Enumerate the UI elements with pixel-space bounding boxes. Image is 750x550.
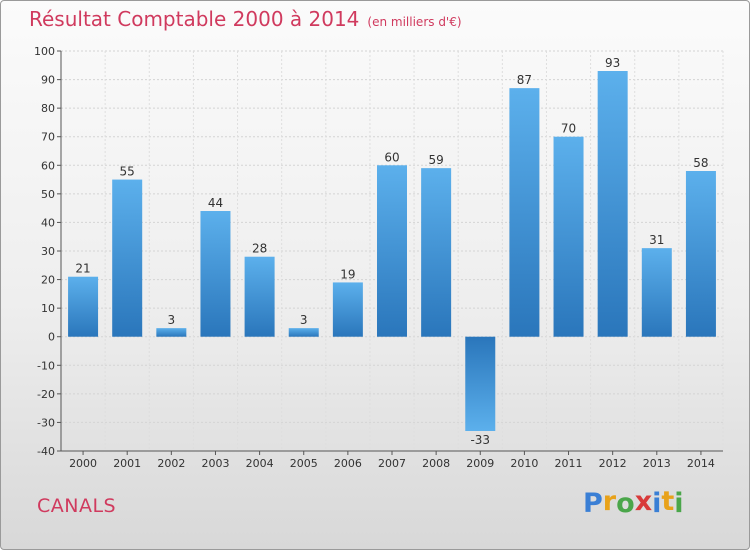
data-labels: 21 55 3 44 28 3 19 60 59 -33 87 70 93 31 58 — [75, 56, 708, 447]
bar — [288, 328, 319, 337]
x-tick-label: 2002 — [157, 457, 185, 470]
y-tick-label: 30 — [41, 245, 55, 258]
x-tick-label: 2011 — [555, 457, 583, 470]
data-label: 3 — [300, 313, 308, 327]
data-label: 3 — [168, 313, 176, 327]
x-tick-label: 2003 — [201, 457, 229, 470]
proxiti-logo: Proxiti — [583, 486, 684, 519]
bar — [685, 171, 716, 337]
y-tick-label: 40 — [41, 216, 55, 229]
y-tick-label: 10 — [41, 302, 55, 315]
bar — [332, 282, 363, 337]
data-label: -33 — [470, 433, 490, 447]
y-tick-label: -30 — [37, 416, 55, 429]
bar — [377, 165, 407, 337]
bar — [641, 248, 672, 337]
data-label: 55 — [120, 165, 135, 179]
data-label: 31 — [649, 233, 664, 247]
chart-title: Résultat Comptable 2000 à 2014 (en millie… — [29, 7, 462, 31]
bar — [68, 276, 99, 337]
logo-letter: x — [634, 486, 653, 517]
logo-letter: P — [583, 488, 603, 519]
data-label: 70 — [561, 122, 576, 136]
y-tick-label: 50 — [41, 188, 55, 201]
x-tick-label: 2007 — [378, 457, 406, 470]
x-tick-label: 2010 — [510, 457, 538, 470]
logo-letter: i — [652, 488, 662, 519]
x-tick-label: 2012 — [599, 457, 627, 470]
x-tick-label: 2013 — [643, 457, 671, 470]
data-label: 58 — [693, 156, 708, 170]
axes: -40 -30 -20 -10 0 10 20 30 40 50 60 70 80 90 100 2000 20… — [34, 45, 723, 470]
x-tick-label: 2009 — [466, 457, 494, 470]
x-tick-label: 2014 — [687, 457, 715, 470]
y-tick-label: 0 — [48, 331, 55, 344]
bar — [156, 328, 187, 337]
bar — [112, 179, 143, 337]
data-label: 59 — [428, 153, 443, 167]
data-label: 21 — [75, 262, 90, 276]
y-tick-label: -10 — [37, 359, 55, 372]
logo-letter: o — [616, 488, 635, 519]
y-tick-label: 100 — [34, 45, 55, 58]
data-label: 19 — [340, 267, 355, 281]
logo-letter: r — [602, 486, 617, 517]
y-tick-label: -20 — [37, 388, 55, 401]
town-name: CANALS — [37, 495, 117, 517]
data-label: 93 — [605, 56, 620, 70]
y-tick-label: 60 — [41, 159, 55, 172]
x-tick-label: 2001 — [113, 457, 141, 470]
bar — [421, 168, 452, 337]
bar — [465, 336, 496, 431]
x-tick-label: 2000 — [69, 457, 97, 470]
bar — [597, 71, 628, 337]
bar — [553, 136, 584, 337]
y-tick-label: -40 — [37, 445, 55, 458]
x-tick-label: 2008 — [422, 457, 450, 470]
x-tick-label: 2004 — [246, 457, 274, 470]
bar — [244, 256, 275, 337]
chart-title-text: Résultat Comptable 2000 à 2014 — [29, 7, 360, 31]
data-label: 44 — [208, 196, 223, 210]
x-tick-label: 2006 — [334, 457, 362, 470]
data-label: 87 — [517, 73, 532, 87]
y-tick-label: 80 — [41, 102, 55, 115]
data-label: 28 — [252, 242, 267, 256]
logo-letter: i — [674, 488, 684, 519]
data-label: 60 — [384, 150, 399, 164]
y-tick-label: 70 — [41, 131, 55, 144]
y-tick-label: 90 — [41, 74, 55, 87]
bars — [68, 71, 716, 431]
x-tick-label: 2005 — [290, 457, 318, 470]
chart-subtitle: (en milliers d'€) — [367, 15, 462, 29]
bar — [509, 88, 540, 337]
bar — [200, 211, 231, 337]
logo-letter: t — [661, 486, 675, 517]
y-tick-label: 20 — [41, 274, 55, 287]
